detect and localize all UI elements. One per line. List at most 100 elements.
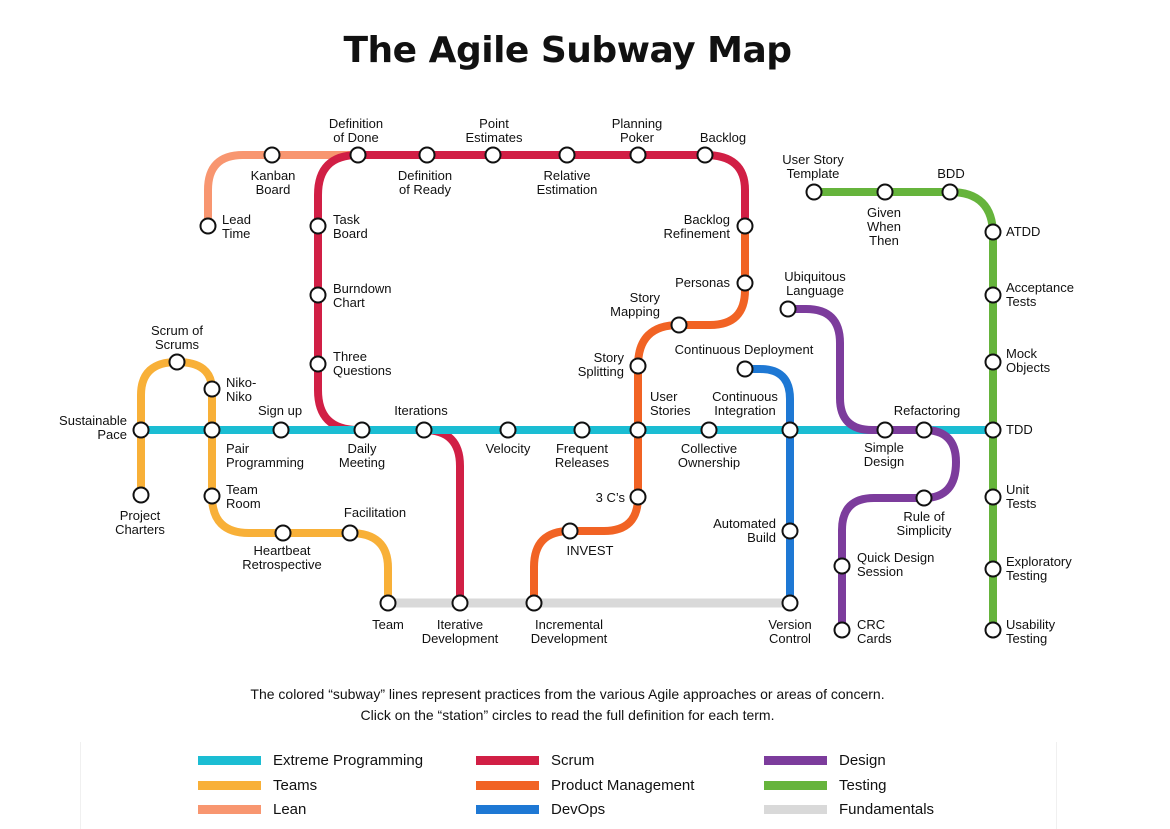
station-definition-of-done[interactable]: Definition of Done [329,116,383,164]
station-circle[interactable] [781,594,799,612]
station-circle[interactable] [168,353,186,371]
station-circle[interactable] [415,421,433,439]
station-circle[interactable] [700,421,718,439]
station-incremental-development[interactable]: Incremental Development [525,594,608,647]
station-circle[interactable] [203,487,221,505]
station-user-stories[interactable]: User Stories [629,389,691,439]
station-tdd[interactable]: TDD [984,421,1033,439]
station-circle[interactable] [418,146,436,164]
station-given-when-then[interactable]: Given When Then [867,183,901,249]
station-backlog[interactable]: Backlog [696,130,747,164]
station-circle[interactable] [984,286,1002,304]
station-story-splitting[interactable]: Story Splitting [578,350,647,379]
station-circle[interactable] [805,183,823,201]
station-facilitation[interactable]: Facilitation [341,505,407,542]
station-circle[interactable] [984,223,1002,241]
station-personas[interactable]: Personas [675,274,754,292]
station-simple-design[interactable]: Simple Design [864,421,904,470]
station-circle[interactable] [203,421,221,439]
station-circle[interactable] [499,421,517,439]
station-circle[interactable] [984,421,1002,439]
station-relative-estimation[interactable]: Relative Estimation [537,146,598,198]
station-iterations[interactable]: Iterations [394,403,448,439]
station-continuous-integration[interactable]: Continuous Integration [712,389,799,439]
station-scrum-of-scrums[interactable]: Scrum of Scrums [151,323,203,371]
station-circle[interactable] [353,421,371,439]
station-automated-build[interactable]: Automated Build [713,516,799,545]
station-circle[interactable] [984,560,1002,578]
station-circle[interactable] [349,146,367,164]
station-circle[interactable] [915,421,933,439]
station-circle[interactable] [525,594,543,612]
station-three-cs[interactable]: 3 C’s [596,488,647,506]
station-circle[interactable] [309,286,327,304]
station-niko-niko[interactable]: Niko-Niko [203,375,257,404]
station-circle[interactable] [781,522,799,540]
station-circle[interactable] [484,146,502,164]
station-circle[interactable] [272,421,290,439]
station-task-board[interactable]: Task Board [309,212,368,241]
station-circle[interactable] [573,421,591,439]
station-iterative-development[interactable]: Iterative Development [422,594,499,647]
station-circle[interactable] [876,421,894,439]
station-circle[interactable] [941,183,959,201]
station-circle[interactable] [736,274,754,292]
station-version-control[interactable]: Version Control [768,594,812,647]
station-circle[interactable] [309,217,327,235]
station-kanban-board[interactable]: Kanban Board [251,146,296,198]
station-heartbeat-retrospective[interactable]: Heartbeat Retrospective [242,524,322,573]
station-planning-poker[interactable]: Planning Poker [612,116,663,164]
station-story-mapping[interactable]: Story Mapping [610,290,688,334]
station-circle[interactable] [629,357,647,375]
station-refactoring[interactable]: Refactoring [894,403,960,439]
station-sign-up[interactable]: Sign up [258,403,302,439]
station-project-charters[interactable]: Project Charters [115,486,165,538]
station-circle[interactable] [984,621,1002,639]
station-crc-cards[interactable]: CRC Cards [833,617,893,646]
station-circle[interactable] [341,524,359,542]
station-circle[interactable] [203,380,221,398]
station-circle[interactable] [629,421,647,439]
station-invest[interactable]: INVEST [561,522,614,559]
station-backlog-refinement[interactable]: Backlog Refinement [664,212,754,241]
station-circle[interactable] [274,524,292,542]
station-circle[interactable] [736,217,754,235]
station-circle[interactable] [876,183,894,201]
station-circle[interactable] [781,421,799,439]
station-point-estimates[interactable]: Point Estimates [465,116,523,164]
station-daily-meeting[interactable]: Daily Meeting [339,421,385,471]
station-unit-tests[interactable]: Unit Tests [984,482,1037,511]
station-bdd[interactable]: BDD [937,166,965,201]
station-circle[interactable] [629,146,647,164]
station-circle[interactable] [561,522,579,540]
station-acceptance-tests[interactable]: Acceptance Tests [984,280,1074,309]
station-circle[interactable] [629,488,647,506]
station-burndown-chart[interactable]: Burndown Chart [309,281,392,310]
station-circle[interactable] [309,355,327,373]
station-ubiquitous-language[interactable]: Ubiquitous Language [779,269,847,318]
station-circle[interactable] [132,486,150,504]
station-collective-ownership[interactable]: Collective Ownership [678,421,740,471]
station-circle[interactable] [736,360,754,378]
station-usability-testing[interactable]: Usability Testing [984,617,1056,646]
station-definition-of-ready[interactable]: Definition of Ready [398,146,452,198]
station-circle[interactable] [558,146,576,164]
station-continuous-deployment[interactable]: Continuous Deployment [675,342,814,378]
station-mock-objects[interactable]: Mock Objects [984,346,1051,375]
station-circle[interactable] [915,489,933,507]
station-circle[interactable] [199,217,217,235]
station-three-questions[interactable]: Three Questions [309,349,393,378]
station-exploratory-testing[interactable]: Exploratory Testing [984,554,1073,583]
station-circle[interactable] [451,594,469,612]
station-circle[interactable] [696,146,714,164]
station-circle[interactable] [263,146,281,164]
station-circle[interactable] [984,353,1002,371]
station-user-story-template[interactable]: User Story Template [782,152,844,201]
station-circle[interactable] [670,316,688,334]
station-circle[interactable] [379,594,397,612]
station-velocity[interactable]: Velocity [486,421,531,457]
station-quick-design-session[interactable]: Quick Design Session [833,550,935,579]
station-team-room[interactable]: Team Room [203,482,261,511]
station-lead-time[interactable]: Lead Time [199,212,251,241]
station-circle[interactable] [132,421,150,439]
